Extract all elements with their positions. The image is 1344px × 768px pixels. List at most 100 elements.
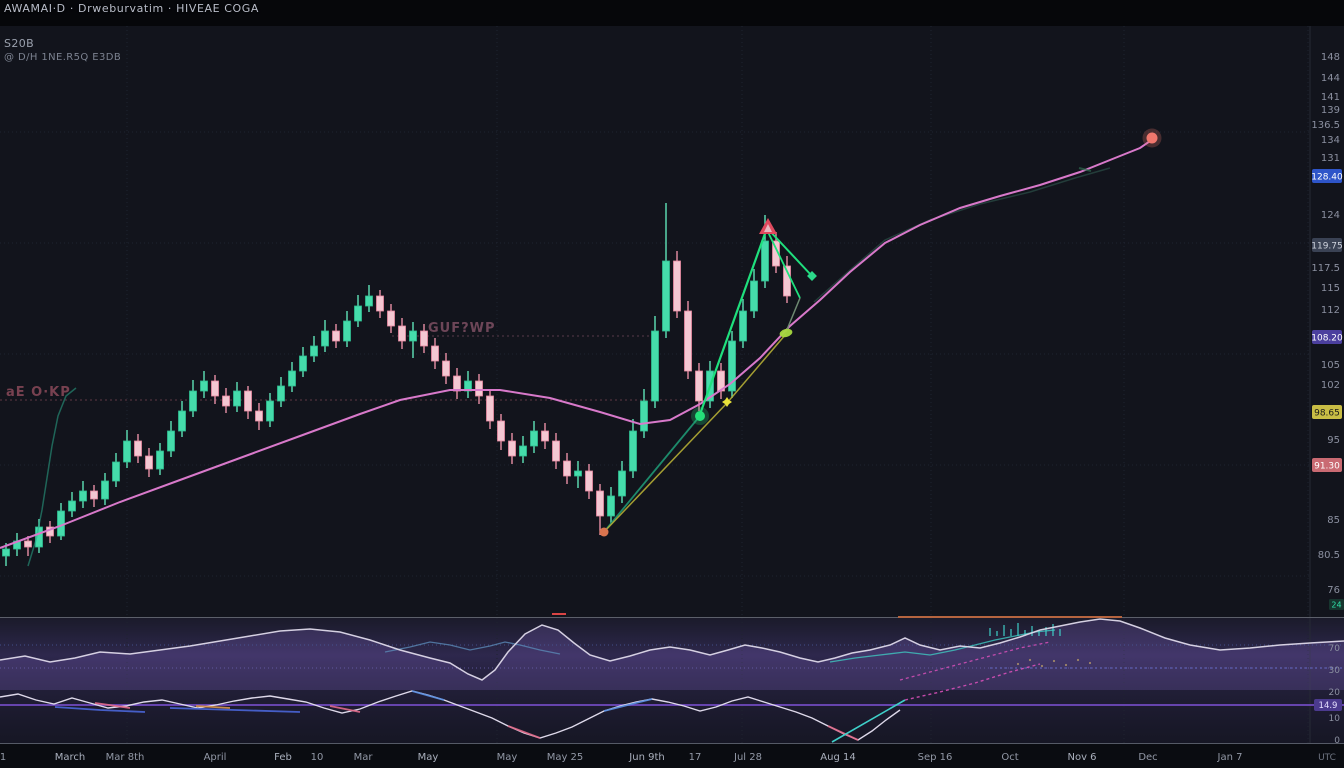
price-axis-label: 131 xyxy=(1321,153,1340,164)
teal-diagonal xyxy=(831,699,906,743)
candle-body xyxy=(783,265,791,297)
candle-body xyxy=(453,375,461,392)
zigzag-segment xyxy=(603,416,700,533)
candle-body xyxy=(508,440,516,457)
markers-layer xyxy=(599,128,1162,537)
price-axis-label: 139 xyxy=(1321,105,1340,116)
candle-body xyxy=(2,548,10,557)
price-chip xyxy=(1312,169,1342,183)
candle-body xyxy=(321,330,329,347)
time-axis-label: Aug 14 xyxy=(820,752,855,763)
time-axis-label: Jan 7 xyxy=(1217,752,1243,763)
slate-line xyxy=(384,641,561,655)
candle-body xyxy=(541,430,549,442)
rsi-fill-area xyxy=(0,619,1344,690)
candle-body xyxy=(596,490,604,517)
oscillator-color-segment xyxy=(411,690,445,701)
indicator-axis-label: 10 xyxy=(1329,714,1341,724)
time-axis-label: April xyxy=(204,752,227,763)
signal-dot-icon xyxy=(695,411,705,421)
price-chip-label: 98.65 xyxy=(1314,409,1340,419)
time-axis-label: March xyxy=(55,752,85,763)
oscillator-color-segment xyxy=(507,725,541,739)
price-axis-label: 141 xyxy=(1321,92,1340,103)
indicator-panels xyxy=(0,613,1344,743)
candle-body xyxy=(728,340,736,392)
price-axis-label: 134 xyxy=(1321,135,1340,146)
indicator-haze xyxy=(0,617,1344,744)
candle-body xyxy=(90,490,98,500)
candle-body xyxy=(574,470,582,477)
zigzag-segment xyxy=(697,227,769,418)
candle-body xyxy=(772,240,780,267)
tan-dot xyxy=(1076,658,1080,662)
price-axis-label: 85 xyxy=(1327,515,1340,526)
time-axis-label: Sep 16 xyxy=(918,752,953,763)
candle-body xyxy=(354,305,362,322)
candle-body xyxy=(145,455,153,470)
time-axis-label: 10 xyxy=(311,752,324,763)
candle-body xyxy=(101,480,109,500)
legend-indicator-row: @ D/H 1NE.R5Q E3DB xyxy=(4,52,122,63)
candle-body xyxy=(629,430,637,472)
time-axis-label: Mar xyxy=(354,752,374,763)
candle-body xyxy=(739,310,747,342)
candle-body xyxy=(497,420,505,442)
price-axis-label: 124 xyxy=(1321,210,1340,221)
candle-body xyxy=(519,445,527,457)
candle-body xyxy=(24,540,32,548)
candle-body xyxy=(442,360,450,377)
candle-body xyxy=(585,470,593,492)
candle-body xyxy=(211,380,219,397)
ma-shadow-line xyxy=(813,167,1111,303)
candle-body xyxy=(288,370,296,387)
price-axis-label: 148 xyxy=(1321,52,1340,63)
moving-average-line xyxy=(0,138,1154,549)
symbol-title[interactable]: AWAMAI·D · Drweburvatim · HIVEAE COGA xyxy=(4,2,260,15)
candle-body xyxy=(200,380,208,392)
time-axis[interactable]: 1 March Mar 8th April Feb 10 Mar May May May 25 Ju… xyxy=(0,752,1336,763)
magenta-rise-line xyxy=(904,663,1041,701)
tan-dot xyxy=(1064,663,1068,667)
price-axis-label: 117.5 xyxy=(1311,263,1340,274)
tan-dot xyxy=(1028,658,1032,662)
candle-body xyxy=(673,260,681,312)
candle-body xyxy=(761,240,769,282)
candle-body xyxy=(651,330,659,402)
candle-body xyxy=(750,280,758,312)
legend-value-row: S20B xyxy=(4,37,35,50)
price-axis-label: 80.5 xyxy=(1318,550,1340,561)
candle-body xyxy=(244,390,252,412)
time-axis-label: Nov 6 xyxy=(1067,752,1096,763)
candle-body xyxy=(607,495,615,517)
triangle-inner xyxy=(764,224,772,232)
candle-body xyxy=(310,345,318,357)
candle-body xyxy=(530,430,538,447)
star-marker-icon xyxy=(722,397,732,407)
diamond-marker-icon xyxy=(807,271,817,281)
price-axis[interactable]: 148 144 141 139 136.5 134 131 124 117.5 115 112 105… xyxy=(1311,52,1344,746)
candle-body xyxy=(277,385,285,402)
candle-series xyxy=(2,203,791,566)
time-axis-label: May 25 xyxy=(547,752,584,763)
candle-body xyxy=(618,470,626,497)
indicator-axis-label: 70 xyxy=(1329,644,1341,654)
price-chip xyxy=(1312,458,1342,472)
candle-body xyxy=(662,260,670,332)
candle-body xyxy=(156,450,164,470)
candle-body xyxy=(222,395,230,407)
candle-body xyxy=(255,410,263,422)
time-axis-label: Dec xyxy=(1138,752,1157,763)
price-axis-label: 115 xyxy=(1321,283,1340,294)
candle-body xyxy=(79,490,87,502)
candle-body xyxy=(332,330,340,342)
candle-body xyxy=(57,510,65,537)
time-axis-label: Jul 28 xyxy=(733,752,762,763)
zigzag-segment xyxy=(766,229,801,299)
time-axis-label: Feb xyxy=(274,752,292,763)
candle-body xyxy=(343,320,351,342)
indicator-axis-label: 30 xyxy=(1329,666,1341,676)
